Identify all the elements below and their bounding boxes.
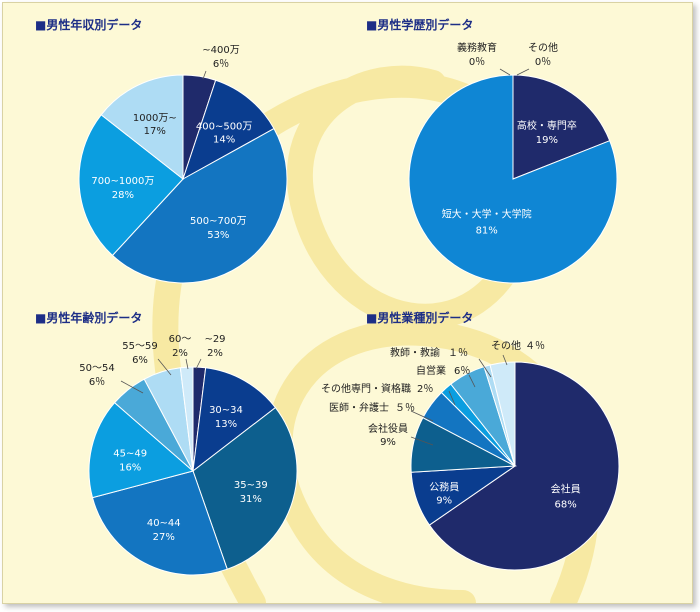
- income-slice-4: [100, 74, 184, 181]
- occupation-leader-line-2: [410, 436, 434, 446]
- education-slice-0: [512, 74, 611, 180]
- age-value-1: 13%: [215, 419, 237, 430]
- income-label-3: 700~1000万: [91, 176, 154, 187]
- age-label-2: 35~39: [234, 480, 268, 491]
- age-label-4: 45~49: [113, 448, 147, 459]
- occupation-pie-chart: 会社員 68% 公務員 9% 会社役員 9% 医師・弁護士 ５％ その他専門・資格職 2％ 自営業 6…: [321, 339, 620, 571]
- occupation-slice-0: [428, 361, 620, 571]
- education-leader-line-2: [499, 68, 511, 76]
- age-slice-1: [192, 367, 277, 473]
- occupation-leader-line-3: [410, 410, 434, 422]
- income-slice-3: [78, 114, 184, 257]
- occupation-value-2: 9%: [380, 437, 396, 448]
- chart-title-occupation: ■男性業種別データ: [366, 311, 474, 325]
- age-leader-line-6: [157, 358, 172, 376]
- occupation-value-5: 6％: [454, 366, 470, 377]
- income-slice-2: [111, 127, 288, 284]
- income-label-2: 500~700万: [190, 216, 247, 227]
- occupation-label-6: 教師・教諭: [390, 346, 440, 359]
- chart-title-education: ■男性学歴別データ: [366, 18, 474, 32]
- occupation-label-3: 医師・弁護士: [329, 401, 389, 414]
- occupation-leader-line-4: [448, 390, 456, 406]
- income-value-0: 6％: [213, 59, 229, 70]
- age-slice-4: [88, 401, 195, 499]
- education-value-3: 0％: [535, 57, 551, 68]
- age-label-5: 50～54: [79, 363, 114, 374]
- age-slice-3: [91, 470, 228, 576]
- occupation-label-7: その他: [491, 339, 521, 352]
- education-label-0: 高校・専門卒: [517, 119, 577, 132]
- education-pie-chart: 高校・専門卒 19% 短大・大学・大学院 81% 義務教育 0％ その他 0％: [408, 41, 618, 284]
- education-label-3: その他: [528, 41, 558, 54]
- income-value-1: 14%: [213, 134, 235, 145]
- occupation-value-3: ５％: [395, 403, 415, 414]
- occupation-value-1: 9%: [436, 495, 452, 506]
- age-value-2: 31%: [240, 494, 262, 505]
- occupation-label-0: 会社員: [551, 483, 581, 496]
- occupation-slice-7: [489, 361, 516, 467]
- occupation-label-4: その他専門・資格職: [321, 382, 411, 395]
- age-value-4: 16%: [119, 462, 141, 473]
- occupation-label-2: 会社役員: [368, 422, 408, 435]
- income-leader-line-0: [202, 70, 207, 80]
- age-label-1: 30~34: [209, 405, 243, 416]
- income-value-3: 28%: [112, 190, 134, 201]
- education-leader-line-3: [516, 68, 530, 76]
- income-label-1: 400~500万: [196, 121, 253, 132]
- age-value-7: 2%: [172, 348, 188, 359]
- age-label-3: 40~44: [147, 518, 181, 529]
- age-label-7: 60～: [169, 334, 192, 345]
- age-value-0: 2%: [207, 348, 223, 359]
- occupation-value-6: １％: [448, 348, 468, 359]
- occupation-label-1: 公務員: [429, 480, 459, 493]
- page-frame: ■男性年収別データ ■男性学歴別データ ■男性年齢別データ ■男性業種別データ …: [2, 2, 693, 604]
- occupation-value-7: ４％: [525, 341, 545, 352]
- occupation-value-0: 68%: [555, 500, 577, 511]
- income-slice-1: [182, 79, 275, 181]
- income-label-4: 1000万~: [133, 113, 177, 124]
- occupation-leader-line-5: [468, 374, 476, 388]
- income-value-4: 17%: [144, 126, 166, 137]
- income-value-2: 53%: [207, 230, 229, 241]
- income-pie-chart: ~400万 6％ 400~500万 14% 500~700万 53% 700~1000万 28…: [78, 45, 288, 284]
- education-label-2: 義務教育: [457, 41, 497, 54]
- age-leader-line-0: [195, 358, 202, 370]
- occupation-leader-line-7: [502, 354, 508, 366]
- age-value-6: 6%: [132, 355, 148, 366]
- age-label-6: 55～59: [122, 341, 157, 352]
- education-value-2: 0％: [469, 57, 485, 68]
- education-slice-1: [408, 74, 618, 284]
- education-value-1: 81%: [476, 226, 498, 237]
- age-slice-7: [179, 366, 194, 472]
- chart-title-income: ■男性年収別データ: [35, 18, 143, 32]
- income-label-0: ~400万: [202, 45, 239, 56]
- age-label-0: ~29: [204, 334, 225, 345]
- age-slice-2: [192, 406, 298, 570]
- age-value-5: 6％: [89, 377, 105, 388]
- age-pie-chart: ~29 2% 30~34 13% 35~39 31% 40~44 27% 45~49 16% 50～…: [79, 334, 298, 576]
- age-value-3: 27%: [153, 532, 175, 543]
- occupation-label-5: 自営業: [416, 364, 446, 377]
- occupation-value-4: 2％: [417, 384, 433, 395]
- age-leader-line-5: [120, 380, 144, 394]
- education-value-0: 19%: [536, 135, 558, 146]
- age-leader-line-7: [185, 358, 189, 370]
- occupation-leader-line-6: [478, 358, 492, 378]
- chart-title-age: ■男性年齢別データ: [35, 311, 143, 325]
- education-label-1: 短大・大学・大学院: [442, 208, 532, 221]
